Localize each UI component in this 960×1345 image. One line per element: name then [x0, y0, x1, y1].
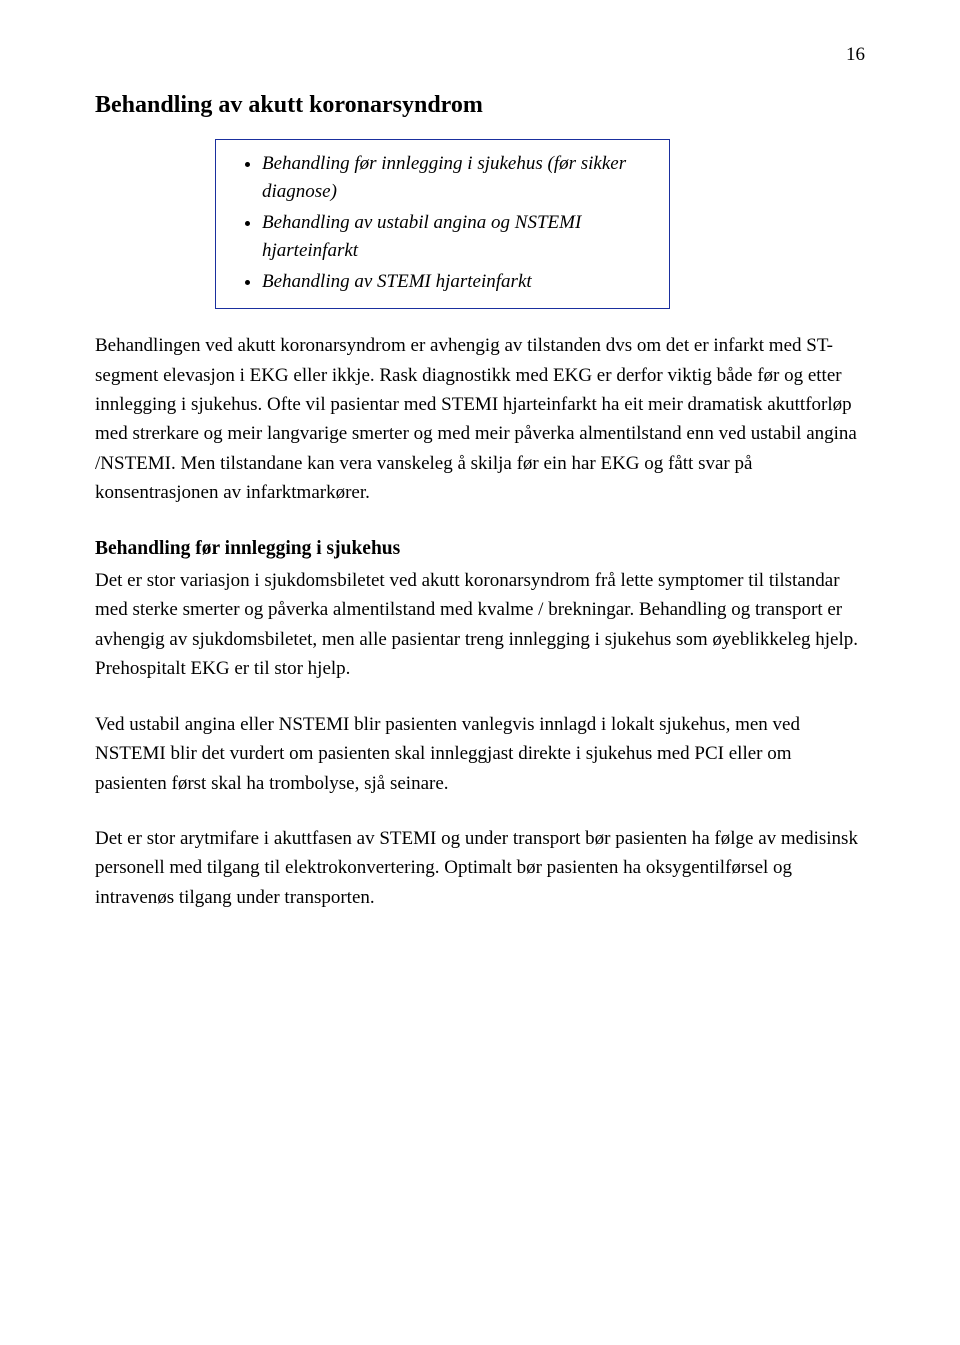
section-heading: Behandling før innlegging i sjukehus: [95, 534, 865, 564]
paragraph: Det er stor variasjon i sjukdomsbiletet …: [95, 566, 865, 684]
page-number: 16: [95, 40, 865, 69]
list-item: Behandling av STEMI hjarteinfarkt: [262, 268, 655, 297]
list-item: Behandling før innlegging i sjukehus (fø…: [262, 150, 655, 207]
page-title: Behandling av akutt koronarsyndrom: [95, 87, 865, 124]
paragraph: Det er stor arytmifare i akuttfasen av S…: [95, 824, 865, 912]
paragraph: Ved ustabil angina eller NSTEMI blir pas…: [95, 710, 865, 798]
list-item: Behandling av ustabil angina og NSTEMI h…: [262, 209, 655, 266]
summary-box: Behandling før innlegging i sjukehus (fø…: [215, 139, 670, 310]
summary-list: Behandling før innlegging i sjukehus (fø…: [230, 150, 655, 297]
paragraph: Behandlingen ved akutt koronarsyndrom er…: [95, 331, 865, 508]
